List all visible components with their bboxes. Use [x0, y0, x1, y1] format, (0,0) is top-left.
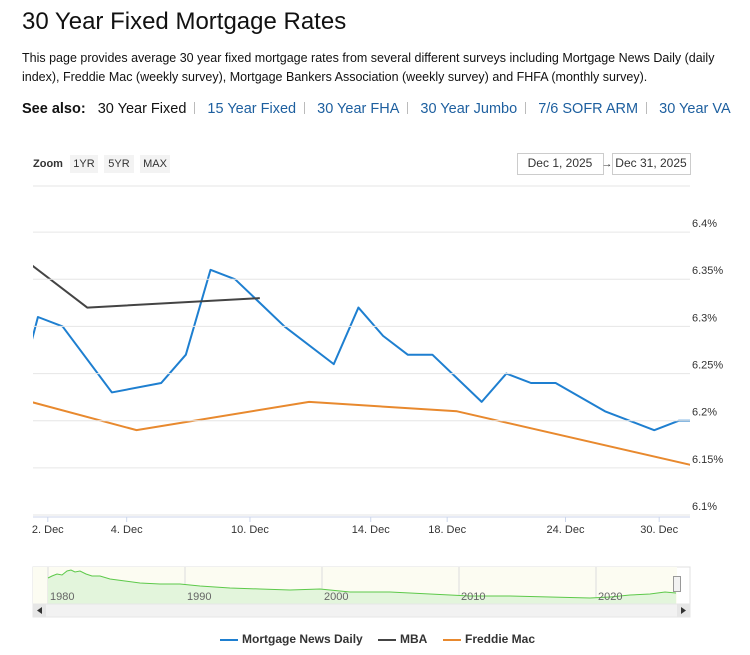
scrollbar[interactable]: [32, 603, 691, 618]
legend-label: Freddie Mac: [465, 632, 535, 646]
zoom-button-label[interactable]: 1YR: [73, 158, 94, 170]
zoom-button[interactable]: [140, 155, 170, 173]
zoom-label: Zoom: [33, 158, 63, 170]
link-current: 30 Year Fixed: [97, 101, 187, 117]
navigator-area: [48, 570, 676, 604]
zoom-button[interactable]: [70, 155, 98, 173]
scroll-right-arrow: [681, 607, 686, 614]
navigator-year: 2000: [324, 591, 348, 603]
y-tick-label: 6.35%: [692, 265, 723, 277]
x-tick-label: 10. Dec: [231, 524, 269, 536]
x-tick-label: 24. Dec: [547, 524, 585, 536]
link[interactable]: 30 Year FHA: [317, 101, 400, 117]
y-tick-label: 6.25%: [692, 359, 723, 371]
zoom-button-label[interactable]: MAX: [143, 158, 168, 170]
header: 30 Year Fixed Mortgage Rates This page p…: [22, 0, 737, 117]
navigator-line: [47, 569, 677, 599]
link[interactable]: 15 Year Fixed: [207, 101, 297, 117]
navigator-handle[interactable]: [673, 576, 681, 592]
y-tick-label: 6.1%: [692, 501, 717, 513]
date-from[interactable]: Dec 1, 2025: [528, 156, 593, 170]
y-tick-label: 6.4%: [692, 218, 717, 230]
series-line: [33, 400, 690, 466]
zoom-button[interactable]: [104, 155, 134, 173]
navigator-year: 2010: [461, 591, 485, 603]
series-line: [33, 268, 690, 432]
legend-label: Mortgage News Daily: [242, 632, 363, 646]
y-tick-label: 6.2%: [692, 407, 717, 419]
see-also: See also: 30 Year Fixed 15 Year Fixed 30…: [22, 101, 737, 117]
y-tick-label: 6.3%: [692, 312, 717, 324]
x-tick-label: 2. Dec: [32, 524, 64, 536]
zoom-button-label[interactable]: 5YR: [108, 158, 129, 170]
x-tick-label: 4. Dec: [111, 524, 143, 536]
description: This page provides average 30 year fixed…: [22, 51, 715, 84]
date-separator: →: [602, 158, 613, 170]
date-input[interactable]: [612, 153, 691, 175]
legend-label: MBA: [400, 632, 428, 646]
plot-area: [33, 264, 690, 466]
scroll-left-arrow: [37, 607, 42, 614]
navigator-year: 1990: [187, 591, 211, 603]
navigator: 1980 1990 2000 2010 2020: [32, 566, 691, 618]
x-tick-label: 30. Dec: [640, 524, 678, 536]
x-tick-label: 14. Dec: [352, 524, 390, 536]
see-also-label: See also:: [22, 101, 86, 117]
link[interactable]: 30 Year VA: [659, 101, 731, 117]
navigator-year: 1980: [50, 591, 74, 603]
date-to[interactable]: Dec 31, 2025: [615, 156, 687, 170]
date-input[interactable]: [517, 153, 604, 175]
x-tick-label: 18. Dec: [428, 524, 466, 536]
link[interactable]: 7/6 SOFR ARM: [538, 101, 639, 117]
page-title: 30 Year Fixed Mortgage Rates: [22, 8, 347, 35]
navigator-year: 2020: [598, 591, 622, 603]
link[interactable]: 30 Year Jumbo: [420, 101, 518, 117]
y-tick-label: 6.15%: [692, 454, 723, 466]
series-line: [33, 264, 260, 309]
